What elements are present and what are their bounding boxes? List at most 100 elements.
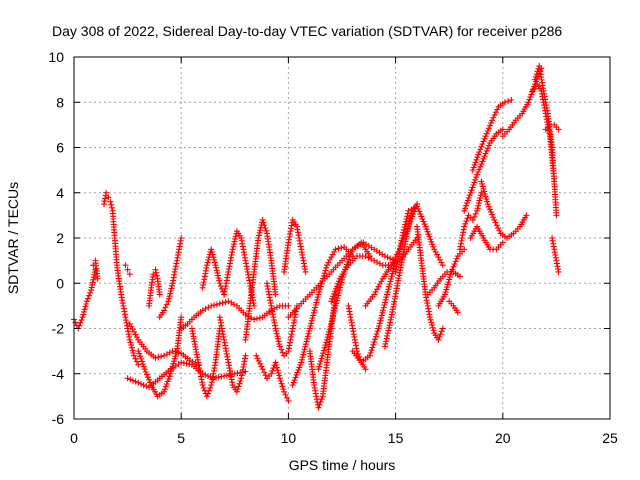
data-point <box>472 210 479 217</box>
axis-ticks: 0 5 10 15 20 25 -6 -4 -2 0 2 4 6 8 10 <box>48 49 618 446</box>
data-point <box>253 352 260 359</box>
data-point <box>386 283 393 290</box>
data-point <box>505 98 512 105</box>
data-point <box>122 262 129 269</box>
data-point <box>303 338 310 345</box>
data-point <box>178 235 185 241</box>
data-point <box>257 360 264 367</box>
data-point <box>302 343 309 350</box>
data-point <box>485 125 492 132</box>
data-point <box>323 336 330 343</box>
data-point <box>482 133 489 140</box>
data-point <box>163 301 170 308</box>
data-point <box>474 205 481 212</box>
data-point <box>263 227 270 234</box>
y-tick-label: 0 <box>56 275 64 291</box>
data-point <box>373 330 380 337</box>
data-point <box>372 336 379 343</box>
data-point <box>454 309 461 316</box>
data-point <box>317 358 324 365</box>
data-point <box>463 202 470 209</box>
data-point <box>325 259 332 266</box>
data-point <box>205 390 211 397</box>
data-point <box>484 145 491 152</box>
data-point <box>331 305 338 312</box>
data-point <box>278 380 285 387</box>
data-point <box>362 366 369 373</box>
data-point <box>389 270 396 277</box>
data-point <box>281 388 288 395</box>
data-point <box>135 348 142 355</box>
data-point <box>499 239 506 246</box>
x-tick-label: 10 <box>281 430 297 446</box>
data-point <box>230 243 237 250</box>
data-point <box>130 350 137 357</box>
data-point <box>315 404 322 411</box>
data-point <box>332 302 339 309</box>
data-point <box>307 322 314 329</box>
data-point <box>279 349 286 356</box>
data-point <box>140 363 147 370</box>
data-point <box>477 163 484 170</box>
data-point <box>127 339 134 346</box>
data-point <box>337 284 344 291</box>
data-point <box>86 292 93 299</box>
data-point <box>232 233 239 240</box>
data-point <box>255 358 262 365</box>
data-point <box>490 214 497 221</box>
data-point <box>366 352 373 359</box>
grid <box>74 57 610 419</box>
data-point <box>489 117 496 124</box>
data-point <box>374 328 381 335</box>
data-point <box>139 361 146 368</box>
data-point <box>372 288 379 295</box>
data-point <box>234 386 241 393</box>
data-point <box>320 272 327 279</box>
data-point <box>496 227 503 234</box>
data-point <box>495 225 502 232</box>
data-point <box>206 387 213 394</box>
y-tick-label: 10 <box>48 49 64 65</box>
data-point <box>527 94 534 101</box>
data-point <box>213 374 220 381</box>
data-point <box>298 356 305 363</box>
data-point <box>471 213 478 220</box>
data-point <box>383 294 390 301</box>
data-point <box>124 266 131 273</box>
data-point <box>274 367 281 374</box>
data-point <box>488 208 495 215</box>
data-point <box>456 273 463 280</box>
x-tick-label: 25 <box>602 430 618 446</box>
x-axis-label: GPS time / hours <box>289 457 396 473</box>
data-point <box>318 355 325 362</box>
data-point <box>205 373 211 380</box>
data-point <box>153 269 160 276</box>
data-point <box>493 222 500 229</box>
data-point <box>322 342 329 349</box>
data-point <box>470 181 477 188</box>
data-point <box>165 298 172 305</box>
data-point <box>300 348 307 355</box>
data-point <box>378 312 385 319</box>
data-point <box>163 381 170 388</box>
data-point <box>87 289 94 296</box>
data-point <box>320 275 327 282</box>
data-point <box>132 378 139 385</box>
data-point <box>221 373 228 380</box>
data-point <box>337 281 344 288</box>
data-point <box>211 302 218 309</box>
data-point <box>475 202 482 209</box>
data-point <box>329 251 336 258</box>
data-point <box>183 360 190 367</box>
data-point <box>235 383 242 390</box>
data-point <box>427 316 434 323</box>
data-point <box>302 268 309 275</box>
data-point <box>251 316 258 323</box>
data-point <box>260 219 267 226</box>
data-point <box>261 222 268 229</box>
data-point <box>480 155 487 162</box>
data-point <box>380 307 387 314</box>
data-point <box>476 166 483 173</box>
data-point <box>383 335 390 342</box>
data-point <box>501 99 508 106</box>
